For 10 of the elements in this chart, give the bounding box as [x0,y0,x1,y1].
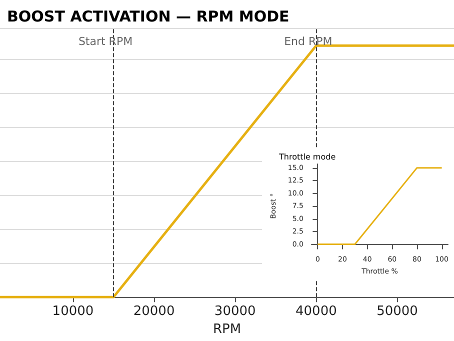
x-tick-label: 40000 [296,304,337,320]
ref-line-label: Start RPM [78,35,133,48]
x-axis-title: RPM [212,322,242,337]
chart-title: BOOST ACTIVATION — RPM MODE [7,8,290,26]
x-tick-label: 20000 [133,304,175,320]
x-tick-label: 50000 [376,304,418,320]
ref-line-label: End RPM [284,35,332,48]
x-tick-label: 10000 [52,304,94,320]
chart-title: Throttle mode [278,152,336,162]
x-tick-label: 30000 [214,304,256,320]
